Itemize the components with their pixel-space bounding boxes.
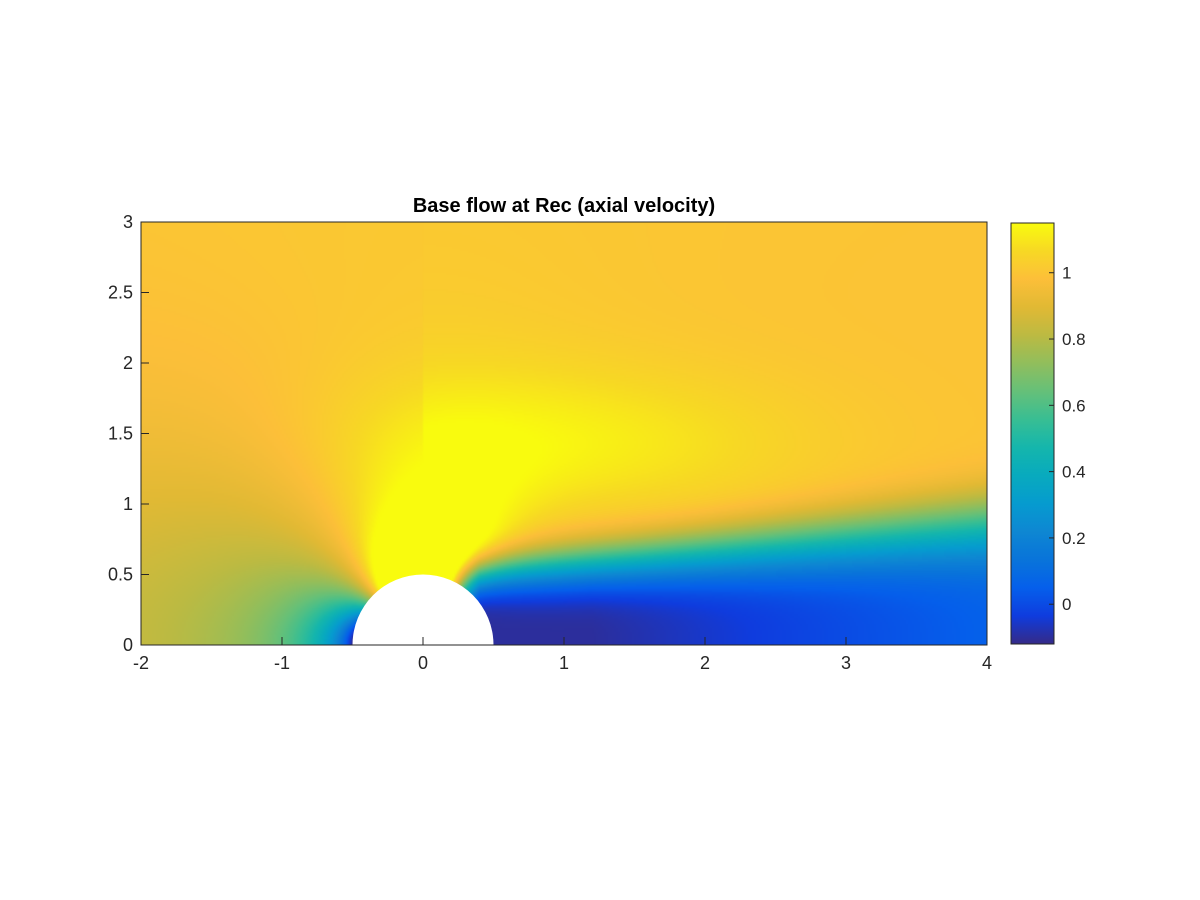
y-tick-label: 2.5 <box>108 283 133 303</box>
x-tick-label: -1 <box>274 653 290 673</box>
colorbar-gradient <box>1011 223 1054 644</box>
y-tick-label: 2 <box>123 353 133 373</box>
cylinder-obstacle <box>352 574 494 645</box>
colorbar-box <box>1010 222 1055 645</box>
colorbar-tick-label: 0 <box>1062 595 1071 614</box>
y-tick-label: 3 <box>123 212 133 232</box>
colorbar-tick-label: 0.2 <box>1062 529 1086 548</box>
chart-title: Base flow at Rec (axial velocity) <box>413 195 715 217</box>
colorbar-tick-label: 0.4 <box>1062 463 1086 482</box>
x-axis: -2 -1 0 1 2 3 4 <box>133 637 992 673</box>
y-tick-label: 0 <box>123 635 133 655</box>
x-tick-label: 3 <box>841 653 851 673</box>
y-tick-label: 1 <box>123 494 133 514</box>
colorbar: 0 0.2 0.4 0.6 0.8 1 <box>1010 222 1086 645</box>
x-tick-label: 2 <box>700 653 710 673</box>
velocity-field <box>141 222 987 645</box>
x-tick-label: -2 <box>133 653 149 673</box>
y-axis: 0 0.5 1 1.5 2 2.5 3 <box>108 212 149 655</box>
x-tick-label: 1 <box>559 653 569 673</box>
x-tick-label: 0 <box>418 653 428 673</box>
colorbar-ticks: 0 0.2 0.4 0.6 0.8 1 <box>1049 264 1086 614</box>
x-tick-label: 4 <box>982 653 992 673</box>
plot-area: -2 -1 0 1 2 3 4 0 0.5 1 1.5 2 2.5 3 <box>108 212 992 673</box>
y-tick-label: 0.5 <box>108 565 133 585</box>
colorbar-tick-label: 1 <box>1062 264 1071 283</box>
colorbar-tick-label: 0.8 <box>1062 330 1086 349</box>
colorbar-tick-label: 0.6 <box>1062 396 1086 415</box>
y-tick-label: 1.5 <box>108 424 133 444</box>
